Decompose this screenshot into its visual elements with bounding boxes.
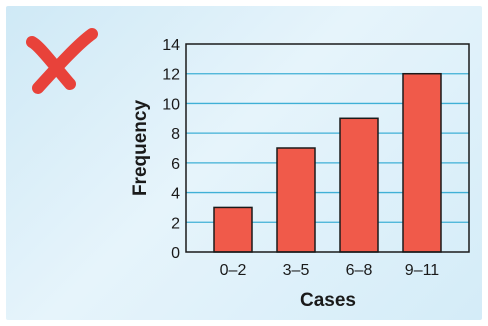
y-tick-label: 8 [171, 126, 180, 143]
y-tick-labels: 0 2 4 6 8 10 12 14 [162, 37, 180, 262]
bar-4 [402, 72, 442, 253]
y-tick-label: 2 [171, 215, 180, 232]
bar-1 [213, 206, 253, 253]
x-tick-label: 9–11 [405, 262, 440, 279]
y-tick-label: 10 [162, 96, 180, 113]
x-axis-label: Cases [300, 290, 356, 311]
x-tick-label: 6–8 [346, 262, 373, 279]
x-tick-labels: 0–2 3–5 6–8 9–11 [220, 262, 440, 279]
bar-2 [276, 147, 316, 253]
x-tick-label: 3–5 [283, 262, 310, 279]
bars [213, 72, 442, 253]
y-tick-label: 12 [162, 67, 180, 84]
y-tick-label: 0 [171, 245, 180, 262]
red-x-mark-icon [26, 28, 98, 94]
y-axis-label: Frequency [130, 100, 151, 197]
plot-area-frame [185, 43, 470, 253]
y-tick-label: 14 [162, 37, 180, 54]
x-tick-label: 0–2 [220, 262, 247, 279]
y-tick-label: 4 [171, 186, 180, 203]
bar-3 [339, 117, 379, 253]
y-tick-label: 6 [171, 156, 180, 173]
